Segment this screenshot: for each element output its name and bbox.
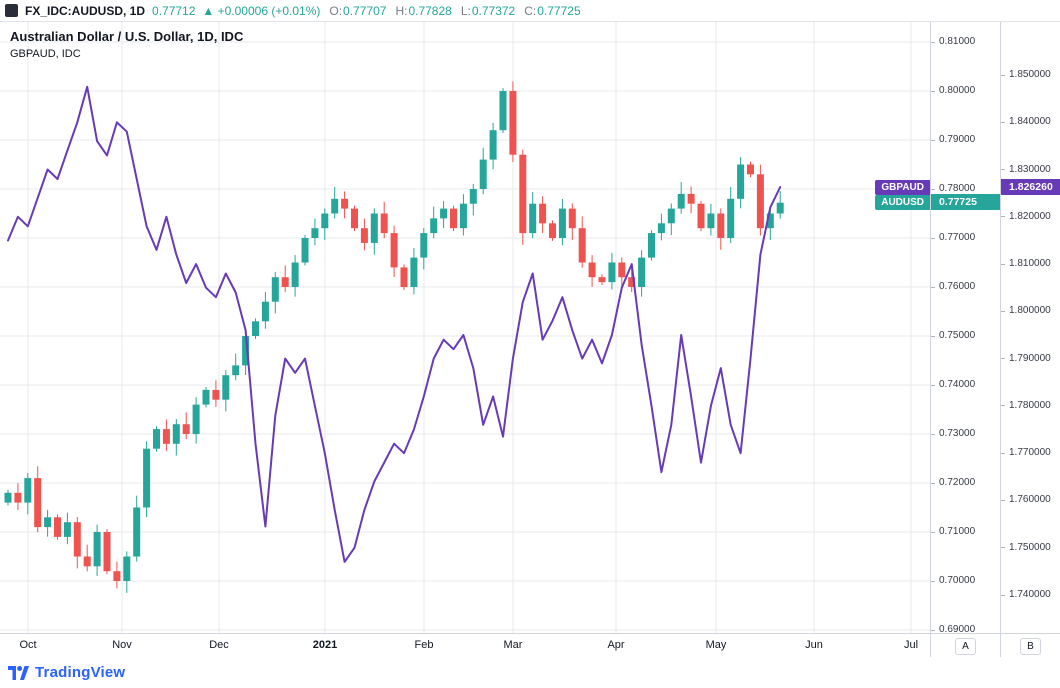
- time-tick-label: Apr: [607, 639, 625, 651]
- audusd-tick-label: 0.80000: [931, 85, 1000, 96]
- gbpaud-tick-label: 1.790000: [1001, 353, 1060, 364]
- audusd-tick-label: 0.76000: [931, 281, 1000, 292]
- price-change: ▲ +0.00006 (+0.01%): [202, 3, 321, 18]
- close-value: 0.77725: [537, 3, 581, 18]
- gbpaud-tick-label: 1.850000: [1001, 69, 1060, 80]
- gbpaud-symbol-tag: GBPAUD: [875, 179, 930, 195]
- gbpaud-line-series: [7, 85, 782, 563]
- time-tick-label: Mar: [503, 639, 523, 651]
- audusd-tick-label: 0.77000: [931, 232, 1000, 243]
- audusd-tick-label: 0.70000: [931, 575, 1000, 586]
- gbpaud-tick-label: 1.810000: [1001, 258, 1060, 269]
- gbpaud-tick-label: 1.780000: [1001, 400, 1060, 411]
- close-label: C:: [524, 3, 537, 18]
- time-tick-label: Oct: [19, 639, 37, 651]
- legend-main-series[interactable]: Australian Dollar / U.S. Dollar, 1D, IDC: [10, 29, 244, 44]
- price-chart-canvas[interactable]: [0, 22, 930, 633]
- legend-overlay-series[interactable]: GBPAUD, IDC: [10, 48, 81, 60]
- gbpaud-tick-label: 1.800000: [1001, 305, 1060, 316]
- audusd-tick-label: 0.79000: [931, 134, 1000, 145]
- tradingview-wordmark: TradingView: [35, 664, 126, 681]
- price-scale-b-gbpaud[interactable]: 1.826260 1.850000 1.840000 1.830000 1.82000…: [1000, 22, 1060, 633]
- low-value: 0.77372: [471, 3, 516, 18]
- symbol-logo-icon: [5, 4, 18, 17]
- audusd-tick-label: 0.74000: [931, 379, 1000, 390]
- time-tick-label: May: [705, 639, 727, 651]
- scale-b-cell: B: [1000, 634, 1060, 658]
- open-label: O:: [329, 3, 343, 18]
- symbol-name: FX_IDC:AUDUSD, 1D: [25, 3, 146, 18]
- audusd-candlestick-series: [4, 81, 784, 593]
- close-pair: C: 0.77725: [522, 4, 580, 18]
- price-chart-pane[interactable]: Australian Dollar / U.S. Dollar, 1D, IDC…: [0, 22, 930, 633]
- gbpaud-tick-label: 1.770000: [1001, 447, 1060, 458]
- chart-area: Australian Dollar / U.S. Dollar, 1D, IDC…: [0, 22, 1060, 635]
- time-tick-label: Jun: [805, 639, 823, 651]
- audusd-tick-label: 0.69000: [931, 624, 1000, 635]
- low-label: L:: [460, 3, 471, 18]
- open-pair: O: 0.77707: [327, 4, 386, 18]
- audusd-tick-label: 0.73000: [931, 428, 1000, 439]
- symbol-info-bar: FX_IDC:AUDUSD, 1D 0.77712 ▲ +0.00006 (+0…: [0, 0, 1060, 22]
- gbpaud-price-badge: 1.826260: [1001, 179, 1060, 196]
- gbpaud-tick-label: 1.740000: [1001, 589, 1060, 600]
- gbpaud-tick-label: 1.820000: [1001, 211, 1060, 222]
- time-tick-label: Jul: [903, 639, 919, 651]
- time-tick-label: Nov: [112, 639, 132, 651]
- tradingview-logo-icon: [8, 666, 29, 680]
- audusd-symbol-tag: AUDUSD: [875, 194, 930, 210]
- low-pair: L: 0.77372: [459, 4, 515, 18]
- audusd-tick-label: 0.78000: [931, 183, 1000, 194]
- high-label: H:: [395, 3, 408, 18]
- audusd-tick-label: 0.75000: [931, 330, 1000, 341]
- audusd-tick-label: 0.71000: [931, 526, 1000, 537]
- time-tick-label: 2021: [312, 639, 338, 651]
- time-tick-label: Feb: [414, 639, 434, 651]
- high-pair: H: 0.77828: [393, 4, 451, 18]
- scale-a-cell: A: [930, 634, 1000, 658]
- time-scale[interactable]: Oct Nov Dec 2021 Feb Mar Apr May Jun Jul A B: [0, 633, 1060, 658]
- scale-a-button[interactable]: A: [955, 637, 976, 655]
- gbpaud-tick-label: 1.760000: [1001, 494, 1060, 505]
- open-value: 0.77707: [343, 3, 387, 18]
- gbpaud-tick-label: 1.840000: [1001, 116, 1060, 127]
- time-tick-label: Dec: [209, 639, 229, 651]
- scale-b-button[interactable]: B: [1020, 637, 1041, 655]
- last-price: 0.77712: [152, 3, 196, 18]
- high-value: 0.77828: [408, 3, 452, 18]
- gbpaud-tick-label: 1.750000: [1001, 542, 1060, 553]
- gbpaud-tick-label: 1.830000: [1001, 164, 1060, 175]
- tradingview-logo-link[interactable]: TradingView: [8, 664, 125, 681]
- audusd-tick-label: 0.72000: [931, 477, 1000, 488]
- chart-legend: Australian Dollar / U.S. Dollar, 1D, IDC…: [10, 29, 243, 60]
- price-scale-a-audusd[interactable]: 0.77725 0.81000 0.80000 0.79000 0.78000 0.77…: [930, 22, 1000, 635]
- audusd-price-badge: 0.77725: [931, 194, 1000, 211]
- time-scale-labels[interactable]: Oct Nov Dec 2021 Feb Mar Apr May Jun Jul: [0, 634, 930, 658]
- footer-bar: TradingView: [0, 657, 1060, 688]
- audusd-tick-label: 0.81000: [931, 36, 1000, 47]
